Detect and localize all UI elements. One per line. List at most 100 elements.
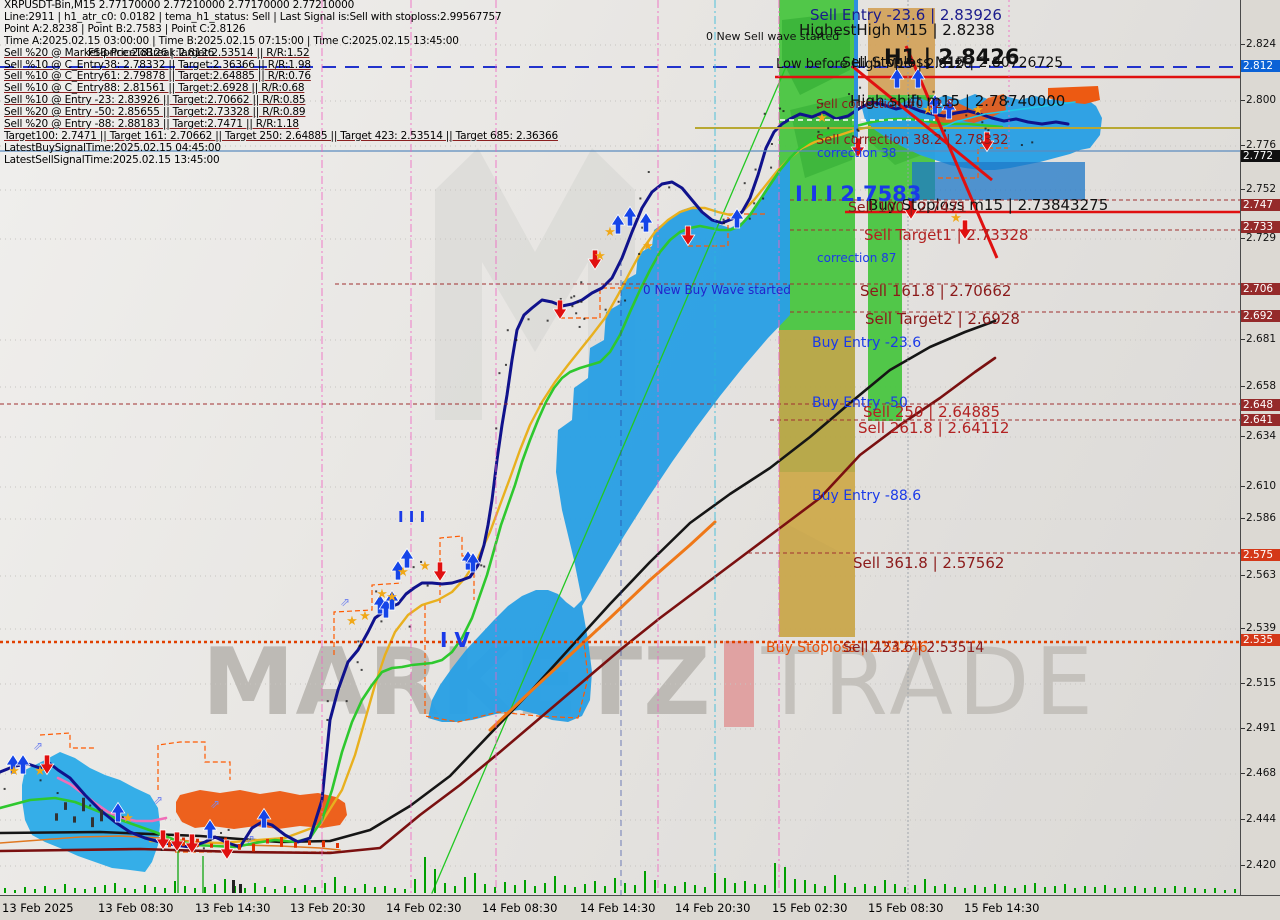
volume-bar [954, 887, 956, 893]
price-dot [1020, 144, 1023, 147]
tick-mark [1241, 435, 1245, 437]
info-line: LatestSellSignalTime:2025.02.15 13:45:00 [4, 153, 220, 166]
price-dot [39, 779, 42, 782]
info-line: Sell %10 @ C_Entry38: 2.78332 || Target:… [4, 58, 311, 71]
volume-bar [124, 888, 126, 893]
volume-bar [1214, 888, 1216, 893]
star-icon: ★ [8, 764, 20, 779]
price-dot [827, 127, 830, 130]
chart-annotation[interactable]: Sell Stoploss M15 | 2.80726725 [842, 55, 1064, 71]
chart-canvas[interactable]: ★ ★★★ ★★★★ ★★★★★★★★⇗⇗ ⇗⇗⇗ [0, 0, 1240, 895]
price-dot [3, 787, 6, 790]
price-dot [578, 325, 581, 328]
chart-annotation[interactable]: High shift m15 | 2.78740000 [850, 92, 1066, 110]
time-axis-label: 15 Feb 14:30 [964, 901, 1040, 915]
chart-annotation[interactable]: Buy Entry -23.6 [812, 335, 922, 351]
volume-bar [1144, 888, 1146, 893]
chart-annotation[interactable]: Buy Stoploss m15 | 2.73843275 [868, 196, 1109, 214]
chart-annotation[interactable]: correction 38 [817, 146, 897, 160]
time-axis[interactable]: 13 Feb 2025 13 Feb 08:30 13 Feb 14:30 13 Fe… [0, 895, 1280, 920]
chart-annotation[interactable]: Sell 100 | 2.7471 [848, 200, 968, 216]
price-dot [504, 363, 507, 366]
star-icon: ★ [419, 559, 431, 574]
chart-annotation[interactable]: Sell 361.8 | 2.57562 [853, 554, 1005, 572]
volume-bar [4, 888, 6, 893]
price-dot [911, 94, 914, 97]
price-axis-label: 2.692 [1241, 310, 1280, 322]
trailing-stop-dashes [560, 287, 640, 319]
price-dot [583, 317, 586, 320]
price-axis-label: 2.648 [1241, 399, 1280, 411]
chart-annotation[interactable]: I V [440, 628, 470, 652]
volume-bar [584, 884, 586, 893]
info-line: Sell %10 @ C_Entry88: 2.81561 || Target:… [4, 82, 305, 95]
price-dot [641, 226, 644, 229]
chart-annotation[interactable]: Buy Entry -88.6 [812, 488, 922, 504]
candle-body [238, 844, 241, 850]
price-axis-label: 2.468 [1241, 767, 1280, 779]
chart-annotation[interactable]: Sell 250 | 2.64885 [863, 403, 1001, 421]
buy-arrow-icon [399, 547, 415, 569]
price-dot [638, 252, 641, 255]
price-dot [816, 106, 819, 109]
watermark: MARKETZ TRADE [202, 636, 1098, 729]
chart-annotation[interactable]: Sell Target1 | 2.73328 [864, 226, 1029, 244]
chart-annotation[interactable]: Sell correction 38.2 | 2.78332 [816, 133, 1009, 148]
chart-annotation[interactable]: Buy Entry -50 [812, 395, 908, 411]
star-icon: ★ [397, 565, 409, 580]
chart-annotation[interactable]: 0 New Buy Wave started [643, 283, 791, 297]
chart-annotation[interactable]: Low before High M15 | 2.8126 [776, 57, 972, 72]
chart-annotation[interactable]: I I I [398, 508, 426, 526]
price-dot [782, 110, 785, 113]
volume-bar [494, 887, 496, 893]
price-dot [420, 560, 423, 563]
price-dot [233, 844, 236, 847]
sell-arrow-icon [979, 131, 995, 153]
star-icon: ★ [346, 614, 358, 629]
tick-mark [1241, 144, 1245, 146]
candle-body [64, 802, 67, 810]
chart-annotation[interactable]: 0 New Sell wave started [706, 30, 840, 43]
chart-annotation[interactable]: Sell correction #0 | 2.8 [816, 97, 955, 111]
price-axis[interactable]: 2.824 2.812 2.800 2.776 2.772 2.752 2.747 2.733… [1240, 0, 1280, 895]
tick-mark [1241, 517, 1245, 519]
buy-arrow-icon [465, 551, 481, 573]
chart-annotation[interactable]: Buy Stoploss | 2.54246 [766, 640, 928, 656]
chart-annotation[interactable]: Sell 423.6 | 2.53514 [843, 640, 985, 656]
price-dot [559, 297, 562, 300]
price-axis-label: 2.634 [1241, 430, 1280, 442]
chart-annotation[interactable]: Sell 161.8 | 2.70662 [860, 282, 1012, 300]
volume-bar [1174, 886, 1176, 893]
chart-annotation[interactable]: I I I 2.7583 [795, 182, 922, 206]
volume-bar [1114, 888, 1116, 893]
volume-bar [194, 888, 196, 893]
chart-annotation[interactable]: Sell Entry -23.6 | 2.83926 [810, 6, 1002, 24]
volume-bar [714, 873, 716, 893]
chart-annotation[interactable]: Sell 261.8 | 2.64112 [858, 419, 1010, 437]
volume-bar [824, 886, 826, 893]
price-dot [506, 329, 509, 332]
sell-arrow-icon [184, 833, 200, 855]
volume-bar [1204, 889, 1206, 893]
chart-annotation[interactable]: correction 87 [817, 251, 897, 265]
volume-bar [304, 885, 306, 893]
price-dot [576, 301, 579, 304]
volume-bar [1104, 885, 1106, 893]
indicator-line [488, 520, 717, 732]
price-axis-label: 2.800 [1241, 94, 1280, 106]
volume-bar [1134, 886, 1136, 893]
volume-bar [614, 878, 616, 893]
price-dot [408, 625, 411, 628]
star-icon: ★ [386, 590, 398, 605]
star-icon: ★ [922, 103, 934, 118]
chart-plot-area[interactable]: MARKETZ TRADE ★★★★★★★★★★★★★★★★⇗⇗⇗⇗⇗ XRPU… [0, 0, 1240, 895]
price-dot [604, 308, 607, 311]
price-dot [951, 98, 954, 101]
chart-annotation[interactable]: HighestHigh M15 | 2.8238 [799, 21, 995, 39]
indicator-cloud [176, 790, 347, 829]
volume-bar [434, 869, 436, 893]
chart-annotation[interactable]: Sell Target2 | 2.6928 [865, 310, 1020, 328]
price-dot [121, 815, 124, 818]
price-dot [857, 129, 860, 132]
chart-annotation[interactable]: H1 | 2.8426 [884, 45, 1020, 69]
